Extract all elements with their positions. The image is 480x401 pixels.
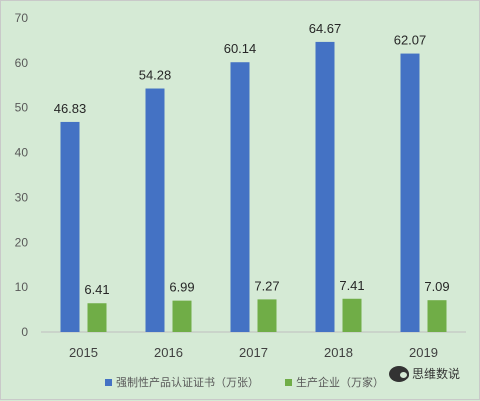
legend-swatch-series-2 bbox=[285, 378, 292, 386]
bar-series-1 bbox=[230, 62, 250, 333]
bar-series-2 bbox=[257, 299, 277, 332]
y-tick-label: 10 bbox=[15, 280, 29, 294]
bar-series-1 bbox=[315, 41, 335, 333]
bar-series-2 bbox=[87, 303, 107, 332]
watermark-text: 思维数说 bbox=[412, 367, 461, 381]
data-label-series-2: 7.27 bbox=[254, 278, 279, 293]
data-label-series-1: 46.83 bbox=[54, 101, 87, 116]
data-label-series-2: 6.99 bbox=[169, 280, 194, 295]
y-tick-label: 60 bbox=[15, 56, 29, 70]
x-tick-label: 2018 bbox=[324, 345, 353, 360]
bar-series-2 bbox=[427, 300, 447, 332]
wechat-icon bbox=[389, 365, 409, 382]
x-tick-label: 2019 bbox=[409, 345, 438, 360]
legend-label-series-1: 强制性产品认证证书（万张） bbox=[116, 377, 259, 389]
watermark: 思维数说 bbox=[389, 365, 460, 382]
y-tick-label: 40 bbox=[15, 146, 29, 160]
legend-item-series-1: 强制性产品认证证书（万张） bbox=[105, 374, 259, 390]
x-tick-label: 2016 bbox=[154, 345, 183, 360]
data-label-series-2: 7.09 bbox=[424, 279, 449, 294]
legend-item-series-2: 生产企业（万家） bbox=[285, 374, 384, 390]
data-label-series-1: 54.28 bbox=[139, 68, 172, 83]
y-tick-label: 0 bbox=[21, 325, 28, 339]
data-label-series-1: 64.67 bbox=[309, 21, 342, 36]
legend-label-series-2: 生产企业（万家） bbox=[296, 377, 384, 389]
bar-series-2 bbox=[172, 300, 192, 332]
x-tick-label: 2017 bbox=[239, 345, 268, 360]
bar-series-1 bbox=[145, 88, 165, 332]
bar-series-1 bbox=[400, 53, 420, 332]
data-label-series-1: 60.14 bbox=[224, 41, 257, 56]
data-label-series-1: 62.07 bbox=[394, 33, 427, 48]
bar-series-1 bbox=[60, 121, 80, 333]
data-label-series-2: 7.41 bbox=[339, 278, 364, 293]
y-tick-label: 50 bbox=[15, 101, 29, 115]
data-label-series-2: 6.41 bbox=[84, 282, 109, 297]
y-tick-label: 30 bbox=[15, 190, 29, 204]
legend-swatch-series-1 bbox=[105, 378, 112, 386]
y-tick-label: 20 bbox=[15, 235, 29, 249]
x-tick-label: 2015 bbox=[69, 345, 98, 360]
y-tick-label: 70 bbox=[15, 11, 29, 25]
bar-series-2 bbox=[342, 298, 362, 332]
